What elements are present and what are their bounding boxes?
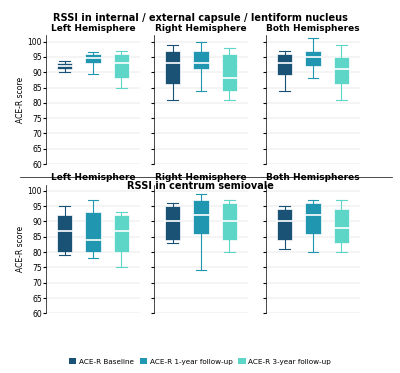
FancyBboxPatch shape [114,54,129,78]
FancyBboxPatch shape [334,57,349,84]
FancyBboxPatch shape [57,215,72,252]
FancyBboxPatch shape [85,212,101,252]
FancyBboxPatch shape [305,203,321,233]
FancyBboxPatch shape [165,206,180,240]
FancyBboxPatch shape [222,54,237,91]
FancyBboxPatch shape [193,200,209,233]
Title: Both Hemispheres: Both Hemispheres [266,24,360,33]
Text: RSSI in internal / external capsule / lentiform nucleus: RSSI in internal / external capsule / le… [52,13,348,23]
Y-axis label: ACE-R score: ACE-R score [16,77,24,123]
FancyBboxPatch shape [305,51,321,66]
FancyBboxPatch shape [222,203,237,240]
Title: Left Hemisphere: Left Hemisphere [51,24,135,33]
Title: Right Hemisphere: Right Hemisphere [155,173,247,182]
FancyBboxPatch shape [193,51,209,69]
FancyBboxPatch shape [57,63,72,69]
FancyBboxPatch shape [114,215,129,252]
FancyBboxPatch shape [85,54,101,63]
FancyBboxPatch shape [334,209,349,243]
FancyBboxPatch shape [165,51,180,84]
FancyBboxPatch shape [277,209,292,240]
Title: Both Hemispheres: Both Hemispheres [266,173,360,182]
Title: Right Hemisphere: Right Hemisphere [155,24,247,33]
FancyBboxPatch shape [277,54,292,75]
Title: Left Hemisphere: Left Hemisphere [51,173,135,182]
Legend: ACE-R Baseline, ACE-R 1-year follow-up, ACE-R 3-year follow-up: ACE-R Baseline, ACE-R 1-year follow-up, … [66,355,334,367]
Text: RSSI in centrum semiovale: RSSI in centrum semiovale [126,181,274,191]
Y-axis label: ACE-R score: ACE-R score [16,226,24,272]
